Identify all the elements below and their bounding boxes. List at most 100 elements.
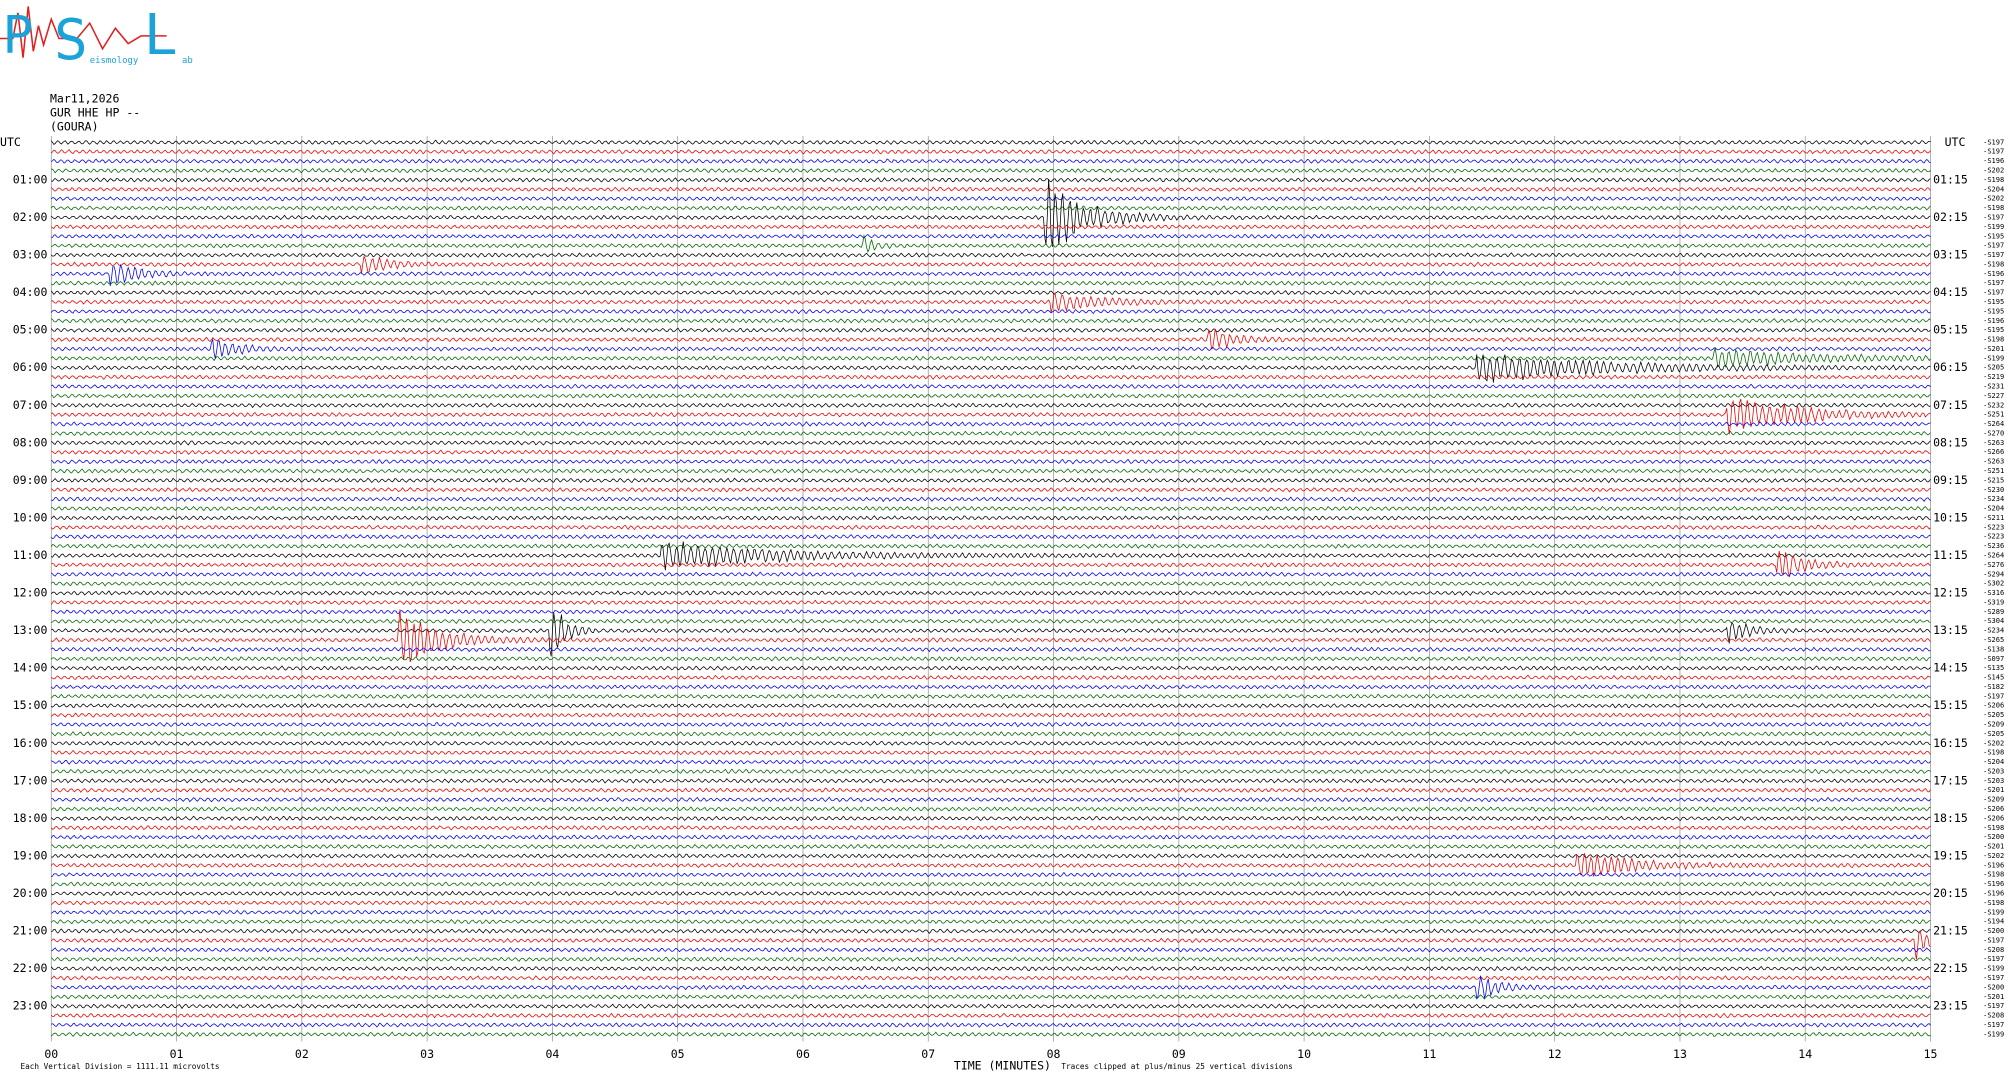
x-axis-title: TIME (MINUTES) — [954, 1058, 1051, 1072]
trace-label: -S209 — [1983, 719, 2004, 728]
trace-label: -S205 — [1983, 729, 2004, 738]
hour-label: 16:15 — [1933, 736, 1968, 750]
trace-label: -S206 — [1983, 701, 2004, 710]
trace-label: -S206 — [1983, 804, 2004, 813]
trace-label: -S197 — [1983, 278, 2004, 287]
hour-label: 07:00 — [13, 398, 48, 412]
trace-label: -S206 — [1983, 813, 2004, 822]
x-tick-label: 11 — [1422, 1047, 1436, 1061]
trace-label: -S209 — [1983, 795, 2004, 804]
hour-label: 03:15 — [1933, 248, 1968, 262]
trace — [51, 317, 1931, 324]
trace — [50, 421, 1931, 427]
trace — [51, 947, 1931, 953]
trace — [51, 280, 1931, 287]
trace — [51, 440, 1931, 446]
x-tick-label: 05 — [671, 1047, 685, 1061]
trace — [50, 139, 1931, 146]
trace-label: -S197 — [1983, 973, 2004, 982]
hour-label: 10:00 — [13, 510, 48, 524]
trace — [50, 524, 1931, 531]
trace-label: -S198 — [1983, 203, 2004, 212]
trace-label: -S196 — [1983, 156, 2004, 165]
x-tick-label: 14 — [1798, 1047, 1812, 1061]
hour-label: 09:15 — [1933, 473, 1968, 487]
hour-label: 04:00 — [13, 285, 48, 299]
trace — [51, 541, 1931, 571]
trace — [50, 543, 1931, 549]
trace-label: -S199 — [1983, 353, 2004, 362]
x-tick-label: 10 — [1297, 1047, 1311, 1061]
trace — [51, 449, 1931, 455]
hour-label: 09:00 — [13, 473, 48, 487]
trace — [51, 930, 1931, 960]
trace-label: -S202 — [1983, 738, 2004, 747]
trace-label: -S264 — [1983, 419, 2004, 428]
trace-label: -S203 — [1983, 776, 2004, 785]
trace — [50, 918, 1931, 925]
hour-label: 08:15 — [1933, 435, 1968, 449]
trace — [51, 402, 1931, 409]
logo-word: ab — [182, 56, 193, 66]
trace-label: -S223 — [1983, 522, 2004, 531]
trace-label: -S198 — [1983, 870, 2004, 879]
hour-label: 14:00 — [13, 661, 48, 675]
hour-label: 06:15 — [1933, 360, 1968, 374]
trace-label: -S316 — [1983, 588, 2004, 597]
trace — [51, 712, 1931, 718]
trace-label: -S199 — [1983, 1029, 2004, 1038]
trace — [51, 1022, 1931, 1028]
x-tick-label: 00 — [44, 1047, 58, 1061]
trace-label: -S204 — [1983, 504, 2004, 513]
trace — [51, 853, 1931, 859]
logo-letter: P — [3, 5, 34, 65]
trace-label: -S138 — [1983, 644, 2004, 653]
trace-label: -S197 — [1983, 147, 2004, 156]
hour-label: 21:00 — [13, 924, 48, 938]
trace — [50, 665, 1931, 671]
trace — [51, 580, 1931, 587]
hour-label: 13:00 — [13, 623, 48, 637]
logo: P S eismology L ab — [0, 3, 193, 73]
trace-label: -S200 — [1983, 926, 2004, 935]
trace — [51, 778, 1931, 784]
trace — [51, 328, 1931, 350]
trace — [51, 496, 1931, 503]
hour-label: 01:15 — [1933, 172, 1968, 186]
x-tick-label: 01 — [170, 1047, 184, 1061]
trace — [51, 354, 1931, 383]
hour-label: 11:15 — [1933, 548, 1968, 562]
trace-label: -S208 — [1983, 1011, 2004, 1020]
trace-label: -S197 — [1983, 212, 2004, 221]
hour-label: 20:15 — [1933, 886, 1968, 900]
trace-label: -S196 — [1983, 879, 2004, 888]
trace — [50, 834, 1931, 841]
trace — [51, 167, 1931, 174]
trace — [51, 393, 1931, 399]
trace-label: -S234 — [1983, 626, 2004, 635]
trace-label: -S264 — [1983, 550, 2004, 559]
trace — [50, 1003, 1931, 1010]
station: GUR HHE HP -- — [50, 105, 140, 119]
trace — [51, 571, 1931, 578]
hour-label: 10:15 — [1933, 510, 1968, 524]
hour-label: 08:00 — [13, 435, 48, 449]
trace-label: -S097 — [1983, 654, 2004, 663]
trace — [50, 852, 1931, 878]
trace — [51, 148, 1931, 155]
trace — [50, 590, 1931, 596]
trace-label: -S202 — [1983, 166, 2004, 175]
trace-label: -S265 — [1983, 635, 2004, 644]
trace-label: -S194 — [1983, 917, 2004, 926]
trace — [51, 383, 1931, 390]
trace — [51, 900, 1931, 906]
trace-label: -S199 — [1983, 907, 2004, 916]
trace-label: -S201 — [1983, 785, 2004, 794]
trace-label: -S182 — [1983, 682, 2004, 691]
trace-label: -S196 — [1983, 269, 2004, 278]
trace — [50, 684, 1931, 690]
trace-label: -S251 — [1983, 466, 2004, 475]
trace — [51, 796, 1931, 803]
